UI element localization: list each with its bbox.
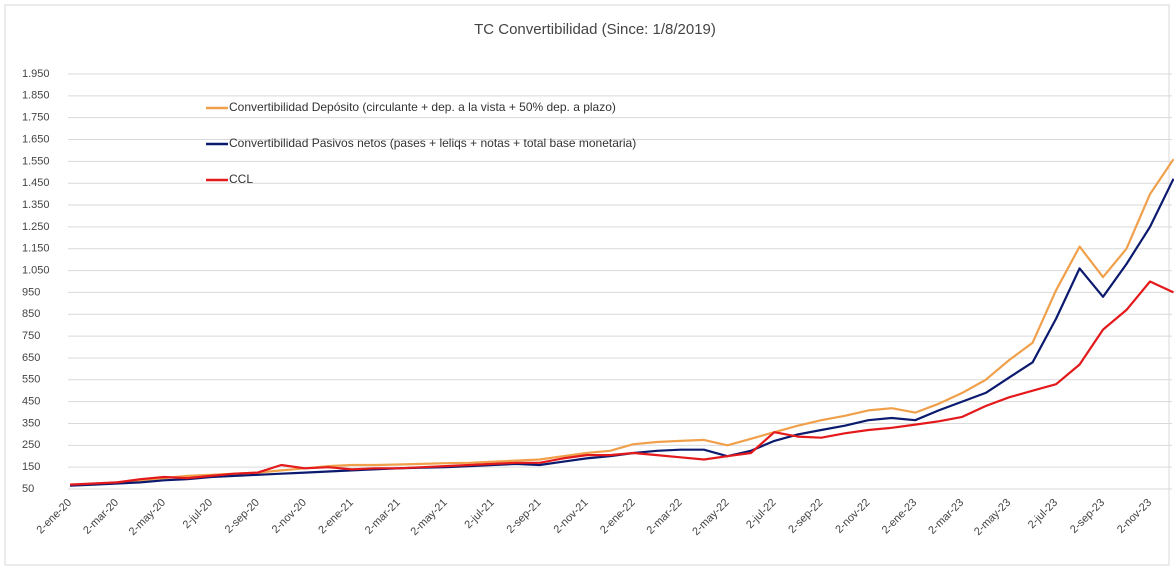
y-tick-label: 650 [22,352,40,364]
y-tick-label: 250 [22,439,40,451]
y-tick-label: 1.350 [22,199,50,211]
y-tick-label: 350 [22,417,40,429]
y-tick-label: 550 [22,374,40,386]
y-tick-label: 1.450 [22,177,50,189]
legend-text: CCL [229,172,253,186]
y-tick-label: 1.150 [22,243,50,255]
y-tick-label: 1.050 [22,264,50,276]
legend-text: Convertibilidad Pasivos netos (pases + l… [229,136,636,150]
chart-frame [4,4,1170,566]
y-tick-label: 1.650 [22,133,50,145]
y-tick-label: 50 [22,483,34,495]
y-tick-label: 950 [22,286,40,298]
y-tick-label: 1.750 [22,112,50,124]
y-tick-label: 1.950 [22,68,50,80]
y-tick-label: 850 [22,308,40,320]
line-series [69,280,1174,486]
y-tick-label: 150 [22,461,40,473]
legend-text: Convertibilidad Depósito (circulante + d… [229,100,616,114]
y-tick-label: 450 [22,396,40,408]
y-tick-label: 1.550 [22,155,50,167]
y-tick-label: 750 [22,330,40,342]
chart-title: TC Convertibilidad (Since: 1/8/2019) [474,21,716,38]
y-tick-label: 1.850 [22,90,50,102]
y-tick-label: 1.250 [22,221,50,233]
